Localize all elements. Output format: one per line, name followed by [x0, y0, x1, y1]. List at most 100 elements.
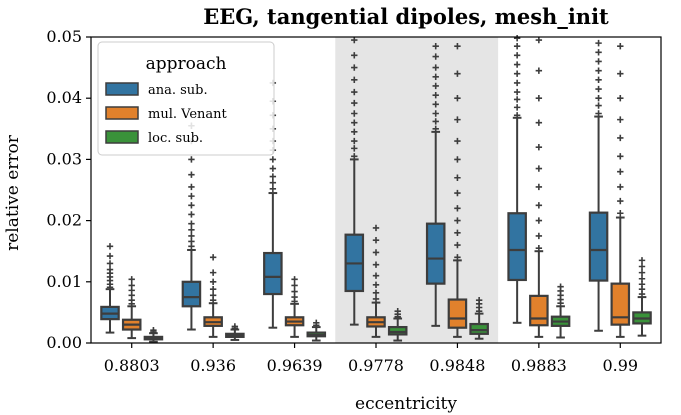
outlier-point	[638, 281, 646, 288]
outlier-point	[106, 243, 114, 250]
outlier-point	[351, 64, 358, 71]
outlier-point	[617, 116, 624, 123]
x-tick-label: 0.9848	[429, 356, 485, 375]
box-iqr	[529, 294, 549, 327]
outlier-point	[454, 95, 461, 102]
outlier-point	[595, 110, 602, 117]
outlier-point	[372, 295, 380, 303]
box-loc-0.99	[632, 257, 652, 337]
outlier-point	[595, 76, 602, 84]
outlier-point	[432, 73, 439, 80]
outlier-point	[617, 197, 624, 205]
outlier-point	[351, 99, 358, 107]
y-tick-label: 0.04	[46, 88, 82, 107]
outlier-point	[432, 118, 439, 125]
outlier-point	[535, 143, 543, 151]
outlier-point	[432, 42, 439, 50]
box-ana-0.9883	[507, 35, 527, 324]
y-tick-label: 0.05	[46, 27, 82, 46]
legend-label-loc-sub: loc. sub.	[148, 131, 203, 146]
box-mul-0.8803	[121, 276, 142, 340]
outlier-point	[535, 232, 543, 240]
chart-title: EEG, tangential dipoles, mesh_init	[203, 4, 609, 29]
outlier-point	[454, 189, 461, 197]
box-ana-0.9848	[425, 42, 446, 327]
box-mul-0.9778	[366, 224, 386, 338]
y-axis: 0.00 0.01 0.02 0.03 0.04 0.05	[46, 27, 91, 352]
outlier-point	[513, 79, 521, 87]
box-ana-0.936	[181, 122, 202, 331]
legend: approach ana. sub. mul. Venant loc. sub.	[97, 41, 275, 156]
outlier-point	[188, 232, 195, 240]
outlier-point	[432, 125, 439, 132]
outlier-point	[454, 205, 461, 212]
outlier-point	[617, 70, 624, 77]
x-axis: 0.8803 0.936 0.9639 0.9778 0.9848 0.9883 0.99	[104, 343, 638, 375]
y-tick-label: 0.01	[46, 272, 82, 291]
outlier-point	[535, 202, 543, 209]
outlier-point	[535, 244, 543, 252]
outlier-point	[188, 226, 195, 233]
outlier-point	[188, 211, 195, 218]
outlier-point	[188, 171, 195, 178]
outlier-point	[291, 288, 298, 295]
outlier-point	[617, 168, 624, 175]
outlier-point	[188, 156, 195, 163]
outlier-point	[535, 36, 543, 44]
box-loc-0.9778	[387, 307, 408, 342]
box-iqr	[181, 280, 202, 308]
outlier-point	[372, 289, 380, 297]
box-iqr	[387, 325, 408, 336]
box-mul-0.9883	[529, 36, 549, 338]
outlier-point	[351, 145, 358, 152]
outlier-point	[372, 281, 380, 289]
outlier-point	[432, 101, 439, 108]
y-axis-label: relative error	[3, 134, 23, 251]
outlier-point	[128, 282, 135, 289]
outlier-point	[188, 183, 195, 191]
outlier-point	[188, 192, 195, 200]
box-loc-0.936	[225, 323, 245, 341]
legend-frame	[97, 41, 275, 156]
outlier-point	[454, 241, 461, 249]
outlier-point	[432, 91, 439, 99]
outlier-point	[513, 96, 521, 103]
legend-label-ana-sub: ana. sub.	[148, 83, 208, 98]
outlier-point	[231, 323, 239, 330]
highlight-region	[335, 37, 499, 343]
outlier-point	[595, 85, 602, 93]
outlier-point	[513, 35, 521, 42]
outlier-point	[188, 202, 195, 209]
y-tick-label: 0.02	[46, 211, 82, 230]
outlier-point	[351, 128, 358, 136]
box-ana-0.99	[588, 39, 609, 332]
legend-swatch-ana-sub	[105, 82, 139, 96]
outlier-point	[454, 70, 461, 77]
outlier-point	[351, 36, 358, 44]
outlier-point	[372, 272, 380, 279]
outlier-point	[535, 217, 543, 224]
outlier-point	[291, 276, 298, 283]
outlier-point	[128, 276, 135, 283]
outlier-point	[557, 283, 564, 290]
x-tick-label: 0.9639	[267, 356, 323, 375]
box-loc-0.9883	[550, 283, 571, 339]
outlier-point	[617, 95, 624, 102]
box-loc-0.9639	[306, 319, 327, 342]
outlier-point	[535, 183, 543, 191]
outlier-point	[432, 64, 439, 71]
box-iqr	[425, 222, 446, 285]
outlier-point	[351, 119, 358, 126]
outlier-point	[209, 269, 217, 276]
box-mul-0.9639	[284, 276, 305, 338]
x-tick-label: 0.936	[190, 356, 236, 375]
outlier-point	[617, 134, 624, 142]
outlier-point	[454, 229, 461, 237]
outlier-point	[291, 293, 298, 301]
outlier-point	[535, 95, 543, 102]
y-tick-label: 0.03	[46, 149, 82, 168]
box-mul-0.9848	[447, 42, 468, 338]
outlier-point	[291, 282, 298, 289]
outlier-point	[595, 49, 602, 56]
outlier-point	[638, 257, 646, 264]
